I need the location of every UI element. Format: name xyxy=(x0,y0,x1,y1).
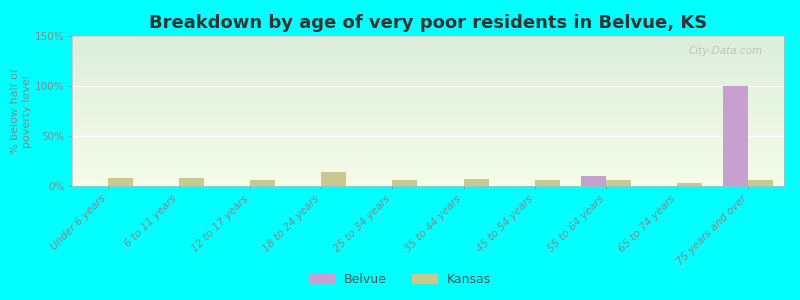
Legend: Belvue, Kansas: Belvue, Kansas xyxy=(304,268,496,291)
Bar xyxy=(749,180,774,186)
Bar xyxy=(606,180,631,186)
Title: Breakdown by age of very poor residents in Belvue, KS: Breakdown by age of very poor residents … xyxy=(149,14,707,32)
Bar xyxy=(179,178,204,186)
Bar xyxy=(464,179,489,186)
Y-axis label: % below half of
poverty level: % below half of poverty level xyxy=(10,68,32,154)
Bar xyxy=(677,183,702,186)
Bar xyxy=(322,172,346,186)
Text: City-Data.com: City-Data.com xyxy=(689,46,762,56)
Bar xyxy=(107,178,133,186)
Bar xyxy=(535,180,560,186)
Bar xyxy=(392,180,418,186)
Bar xyxy=(723,86,748,186)
Bar xyxy=(250,180,275,186)
Bar xyxy=(581,176,606,186)
